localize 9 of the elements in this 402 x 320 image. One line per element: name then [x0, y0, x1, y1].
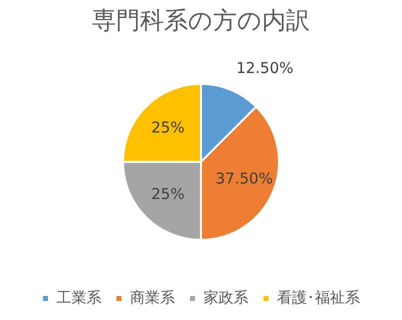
data-label: 25%: [151, 184, 185, 203]
data-label: 12.50%: [236, 58, 294, 77]
data-label: 25%: [151, 118, 185, 137]
legend-label: 工業系: [56, 288, 102, 306]
data-label: 37.50%: [216, 170, 273, 188]
legend-label: 家政系: [204, 288, 248, 306]
legend-label: 看護･福祉系: [277, 288, 360, 306]
legend-label: 商業系: [130, 288, 175, 306]
chart-title: 専門科系の方の内訳: [92, 6, 310, 35]
